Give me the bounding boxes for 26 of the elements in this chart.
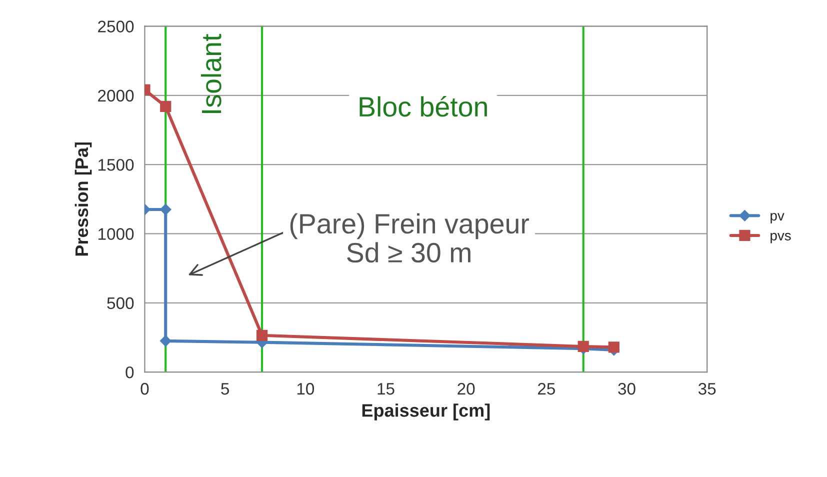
y-tick-label: 500: [107, 297, 134, 310]
point: [608, 342, 620, 353]
y-axis-title: Pression [Pa]: [74, 142, 92, 256]
annotation: Isolant: [200, 34, 222, 114]
x-tick-label: 30: [618, 382, 636, 395]
point: [160, 100, 172, 112]
annotation: (Pare) Frein vapeur Sd ≥ 30 m: [290, 213, 529, 263]
x-tick-label: 15: [378, 383, 394, 395]
point: [160, 204, 172, 216]
x-tick-label: 20: [458, 382, 475, 395]
legend-label: pvs: [770, 232, 791, 244]
point: [256, 330, 268, 341]
x-tick-label: 10: [297, 382, 314, 395]
x-axis-title: Epaisseur [cm]: [362, 404, 490, 420]
x-tick-label: 25: [538, 382, 555, 395]
x-tick-label: 5: [221, 383, 229, 395]
annotation: Bloc béton: [360, 96, 487, 117]
y-tick-label: 2500: [98, 20, 134, 32]
x-tick-label: 0: [140, 382, 149, 395]
legend-label: pv: [770, 212, 784, 224]
x-tick-label: 35: [698, 382, 716, 395]
y-tick-label: 0: [126, 366, 134, 378]
y-tick-label: 1500: [98, 158, 134, 171]
point: [160, 335, 172, 347]
y-tick-label: 1000: [98, 228, 134, 240]
y-tick-label: 2000: [98, 90, 134, 102]
